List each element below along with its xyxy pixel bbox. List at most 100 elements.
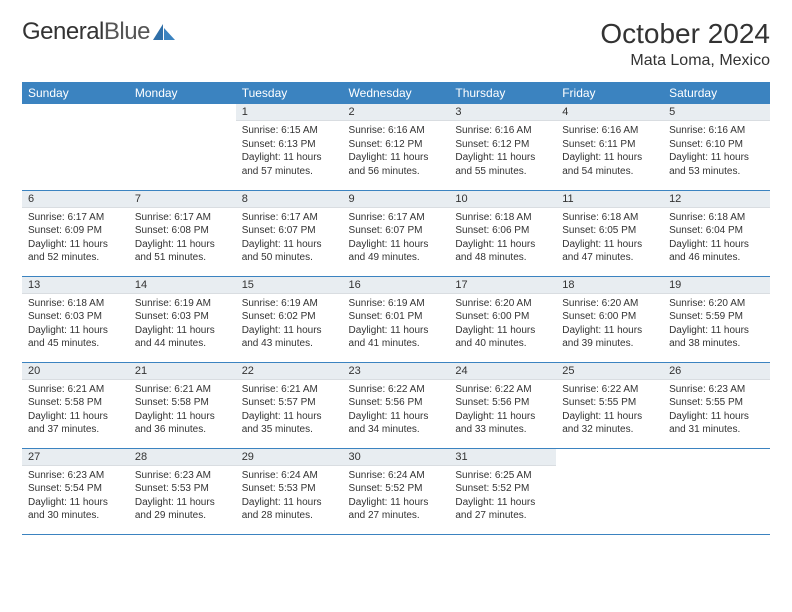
sunset-line: Sunset: 5:52 PM [455, 482, 550, 496]
day-header: Wednesday [343, 82, 450, 104]
calendar-cell: 17Sunrise: 6:20 AMSunset: 6:00 PMDayligh… [449, 276, 556, 362]
calendar-cell: 27Sunrise: 6:23 AMSunset: 5:54 PMDayligh… [22, 448, 129, 534]
day-details: Sunrise: 6:21 AMSunset: 5:58 PMDaylight:… [129, 380, 236, 441]
calendar-cell: 19Sunrise: 6:20 AMSunset: 5:59 PMDayligh… [663, 276, 770, 362]
daylight-line: Daylight: 11 hours and 37 minutes. [28, 410, 123, 437]
calendar-cell: 8Sunrise: 6:17 AMSunset: 6:07 PMDaylight… [236, 190, 343, 276]
daylight-line: Daylight: 11 hours and 39 minutes. [562, 324, 657, 351]
sunrise-line: Sunrise: 6:19 AM [242, 297, 337, 311]
calendar-cell: 9Sunrise: 6:17 AMSunset: 6:07 PMDaylight… [343, 190, 450, 276]
day-details: Sunrise: 6:20 AMSunset: 6:00 PMDaylight:… [449, 294, 556, 355]
calendar-cell: 23Sunrise: 6:22 AMSunset: 5:56 PMDayligh… [343, 362, 450, 448]
calendar-header-row: SundayMondayTuesdayWednesdayThursdayFrid… [22, 82, 770, 104]
sunset-line: Sunset: 5:58 PM [28, 396, 123, 410]
day-number: 11 [556, 191, 663, 208]
daylight-line: Daylight: 11 hours and 33 minutes. [455, 410, 550, 437]
day-details: Sunrise: 6:19 AMSunset: 6:01 PMDaylight:… [343, 294, 450, 355]
daylight-line: Daylight: 11 hours and 43 minutes. [242, 324, 337, 351]
calendar-cell: 4Sunrise: 6:16 AMSunset: 6:11 PMDaylight… [556, 104, 663, 190]
sunrise-line: Sunrise: 6:18 AM [669, 211, 764, 225]
calendar-cell: 14Sunrise: 6:19 AMSunset: 6:03 PMDayligh… [129, 276, 236, 362]
daylight-line: Daylight: 11 hours and 27 minutes. [349, 496, 444, 523]
day-number: 8 [236, 191, 343, 208]
sunrise-line: Sunrise: 6:22 AM [349, 383, 444, 397]
sunset-line: Sunset: 6:01 PM [349, 310, 444, 324]
day-number: 18 [556, 277, 663, 294]
day-number: 10 [449, 191, 556, 208]
day-header: Saturday [663, 82, 770, 104]
day-number: 30 [343, 449, 450, 466]
sunset-line: Sunset: 6:07 PM [242, 224, 337, 238]
daylight-line: Daylight: 11 hours and 53 minutes. [669, 151, 764, 178]
daylight-line: Daylight: 11 hours and 31 minutes. [669, 410, 764, 437]
sunset-line: Sunset: 6:00 PM [562, 310, 657, 324]
sunrise-line: Sunrise: 6:23 AM [28, 469, 123, 483]
day-number: 21 [129, 363, 236, 380]
calendar-cell: 28Sunrise: 6:23 AMSunset: 5:53 PMDayligh… [129, 448, 236, 534]
daylight-line: Daylight: 11 hours and 44 minutes. [135, 324, 230, 351]
daylight-line: Daylight: 11 hours and 56 minutes. [349, 151, 444, 178]
day-details: Sunrise: 6:16 AMSunset: 6:10 PMDaylight:… [663, 121, 770, 182]
calendar-cell [22, 104, 129, 190]
calendar-cell: 16Sunrise: 6:19 AMSunset: 6:01 PMDayligh… [343, 276, 450, 362]
title-block: October 2024 Mata Loma, Mexico [600, 18, 770, 70]
daylight-line: Daylight: 11 hours and 36 minutes. [135, 410, 230, 437]
sunrise-line: Sunrise: 6:16 AM [349, 124, 444, 138]
sunset-line: Sunset: 6:03 PM [135, 310, 230, 324]
calendar-cell: 11Sunrise: 6:18 AMSunset: 6:05 PMDayligh… [556, 190, 663, 276]
sunrise-line: Sunrise: 6:25 AM [455, 469, 550, 483]
sunset-line: Sunset: 5:53 PM [242, 482, 337, 496]
day-details: Sunrise: 6:16 AMSunset: 6:12 PMDaylight:… [343, 121, 450, 182]
day-details: Sunrise: 6:18 AMSunset: 6:05 PMDaylight:… [556, 208, 663, 269]
daylight-line: Daylight: 11 hours and 40 minutes. [455, 324, 550, 351]
calendar-cell: 10Sunrise: 6:18 AMSunset: 6:06 PMDayligh… [449, 190, 556, 276]
sunset-line: Sunset: 6:05 PM [562, 224, 657, 238]
day-details: Sunrise: 6:16 AMSunset: 6:12 PMDaylight:… [449, 121, 556, 182]
day-details: Sunrise: 6:23 AMSunset: 5:55 PMDaylight:… [663, 380, 770, 441]
sunset-line: Sunset: 6:03 PM [28, 310, 123, 324]
day-header: Monday [129, 82, 236, 104]
sunset-line: Sunset: 6:07 PM [349, 224, 444, 238]
day-number-empty [663, 449, 770, 465]
daylight-line: Daylight: 11 hours and 28 minutes. [242, 496, 337, 523]
sunset-line: Sunset: 5:53 PM [135, 482, 230, 496]
day-number: 6 [22, 191, 129, 208]
daylight-line: Daylight: 11 hours and 46 minutes. [669, 238, 764, 265]
sunset-line: Sunset: 6:10 PM [669, 138, 764, 152]
daylight-line: Daylight: 11 hours and 57 minutes. [242, 151, 337, 178]
day-header: Tuesday [236, 82, 343, 104]
day-details: Sunrise: 6:17 AMSunset: 6:08 PMDaylight:… [129, 208, 236, 269]
daylight-line: Daylight: 11 hours and 49 minutes. [349, 238, 444, 265]
day-number: 1 [236, 104, 343, 121]
day-number: 15 [236, 277, 343, 294]
page-title: October 2024 [600, 18, 770, 50]
daylight-line: Daylight: 11 hours and 29 minutes. [135, 496, 230, 523]
day-details: Sunrise: 6:23 AMSunset: 5:54 PMDaylight:… [22, 466, 129, 527]
calendar-cell: 15Sunrise: 6:19 AMSunset: 6:02 PMDayligh… [236, 276, 343, 362]
day-number: 4 [556, 104, 663, 121]
sunrise-line: Sunrise: 6:20 AM [562, 297, 657, 311]
calendar-cell: 6Sunrise: 6:17 AMSunset: 6:09 PMDaylight… [22, 190, 129, 276]
day-number: 22 [236, 363, 343, 380]
day-details: Sunrise: 6:21 AMSunset: 5:58 PMDaylight:… [22, 380, 129, 441]
sunrise-line: Sunrise: 6:16 AM [669, 124, 764, 138]
daylight-line: Daylight: 11 hours and 38 minutes. [669, 324, 764, 351]
sunset-line: Sunset: 5:54 PM [28, 482, 123, 496]
sunrise-line: Sunrise: 6:18 AM [562, 211, 657, 225]
sunset-line: Sunset: 6:06 PM [455, 224, 550, 238]
calendar-cell: 26Sunrise: 6:23 AMSunset: 5:55 PMDayligh… [663, 362, 770, 448]
sunset-line: Sunset: 6:12 PM [349, 138, 444, 152]
calendar-cell: 22Sunrise: 6:21 AMSunset: 5:57 PMDayligh… [236, 362, 343, 448]
day-number: 20 [22, 363, 129, 380]
day-details: Sunrise: 6:20 AMSunset: 6:00 PMDaylight:… [556, 294, 663, 355]
logo-text-part2: Blue [104, 18, 150, 45]
day-number: 14 [129, 277, 236, 294]
day-number-empty [129, 104, 236, 120]
logo: GeneralBlue [22, 18, 175, 46]
calendar-cell: 18Sunrise: 6:20 AMSunset: 6:00 PMDayligh… [556, 276, 663, 362]
calendar-week-row: 1Sunrise: 6:15 AMSunset: 6:13 PMDaylight… [22, 104, 770, 190]
calendar-cell: 13Sunrise: 6:18 AMSunset: 6:03 PMDayligh… [22, 276, 129, 362]
calendar-week-row: 6Sunrise: 6:17 AMSunset: 6:09 PMDaylight… [22, 190, 770, 276]
day-number: 24 [449, 363, 556, 380]
sunset-line: Sunset: 5:57 PM [242, 396, 337, 410]
